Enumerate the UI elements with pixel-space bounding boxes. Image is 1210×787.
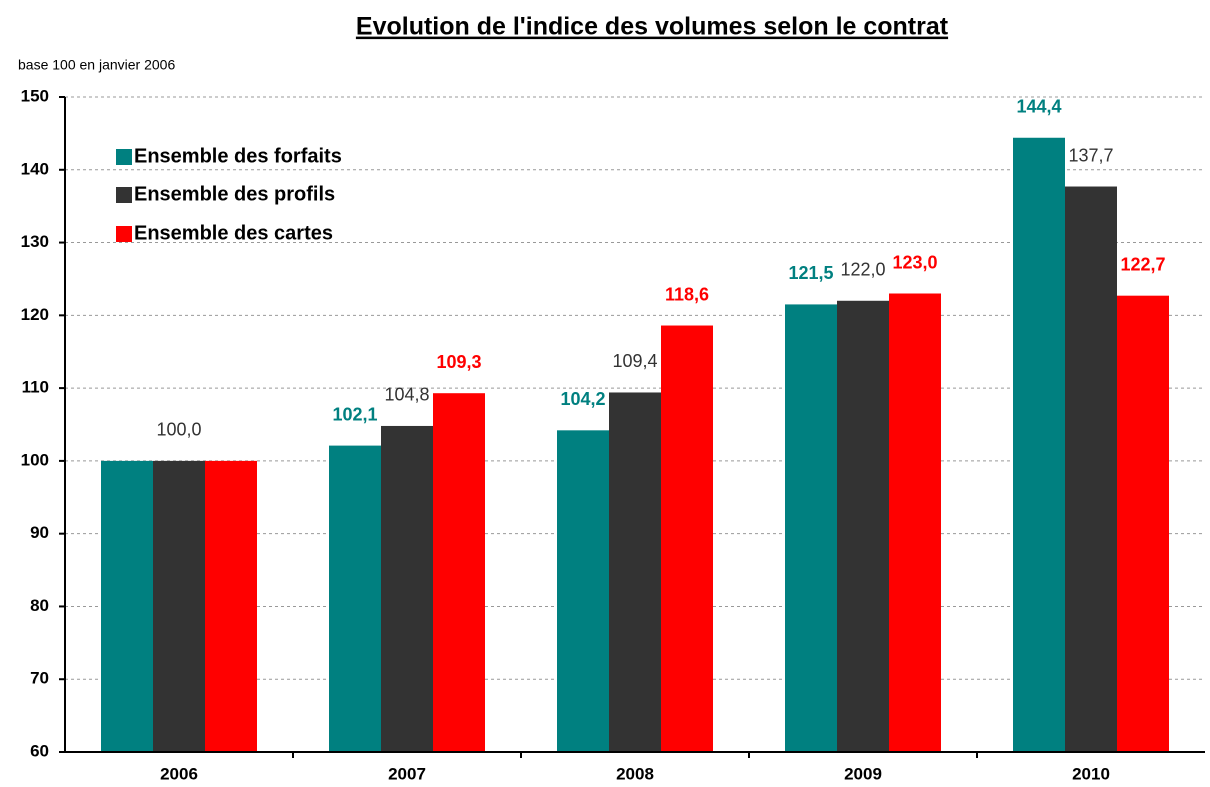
bar	[1117, 295, 1169, 752]
chart-title: Evolution de l'indice des volumes selon …	[356, 13, 949, 41]
bar	[205, 460, 257, 752]
bar	[153, 460, 205, 752]
value-label: 144,4	[1016, 97, 1061, 117]
value-label: 109,4	[612, 351, 657, 371]
legend-swatch	[116, 187, 132, 203]
value-label: 109,3	[436, 352, 481, 372]
y-tick-label: 70	[30, 669, 49, 688]
bar	[837, 300, 889, 752]
y-tick-label: 110	[22, 378, 49, 397]
x-tick-label: 2008	[616, 764, 654, 783]
bar	[557, 430, 609, 752]
y-tick-label: 90	[30, 523, 49, 542]
value-label: 104,8	[384, 385, 429, 405]
bar	[1013, 137, 1065, 752]
value-label: 137,7	[1068, 145, 1113, 165]
value-label: 121,5	[788, 263, 833, 283]
legend-label: Ensemble des profils	[134, 183, 335, 205]
legend-swatch	[116, 149, 132, 165]
y-tick-label: 60	[30, 741, 49, 760]
bar	[785, 304, 837, 752]
y-tick-label: 150	[21, 86, 49, 105]
x-tick-label: 2007	[388, 764, 426, 783]
bar	[433, 393, 485, 752]
bar	[101, 460, 153, 752]
value-label: 122,7	[1120, 254, 1165, 274]
bar	[381, 425, 433, 752]
bar	[661, 325, 713, 752]
bar	[609, 392, 661, 752]
value-label: 122,0	[840, 260, 885, 280]
bar	[329, 445, 381, 752]
x-tick-label: 2009	[844, 764, 882, 783]
y-tick-label: 130	[21, 232, 49, 251]
bar	[889, 293, 941, 752]
value-label: 118,6	[665, 284, 709, 304]
chart-subtitle: base 100 en janvier 2006	[18, 57, 175, 73]
value-label: 102,1	[332, 404, 377, 424]
legend-label: Ensemble des forfaits	[134, 145, 342, 167]
y-tick-label: 100	[21, 450, 49, 469]
value-label: 100,0	[156, 420, 201, 440]
y-tick-label: 80	[30, 596, 49, 615]
y-tick-label: 120	[21, 305, 49, 324]
x-tick-label: 2006	[160, 764, 198, 783]
value-label: 104,2	[560, 389, 605, 409]
value-label: 123,0	[892, 252, 937, 272]
legend-swatch	[116, 226, 132, 242]
x-tick-label: 2010	[1072, 764, 1110, 783]
bar	[1065, 186, 1117, 752]
legend-label: Ensemble des cartes	[134, 222, 333, 244]
y-tick-label: 140	[21, 159, 49, 178]
